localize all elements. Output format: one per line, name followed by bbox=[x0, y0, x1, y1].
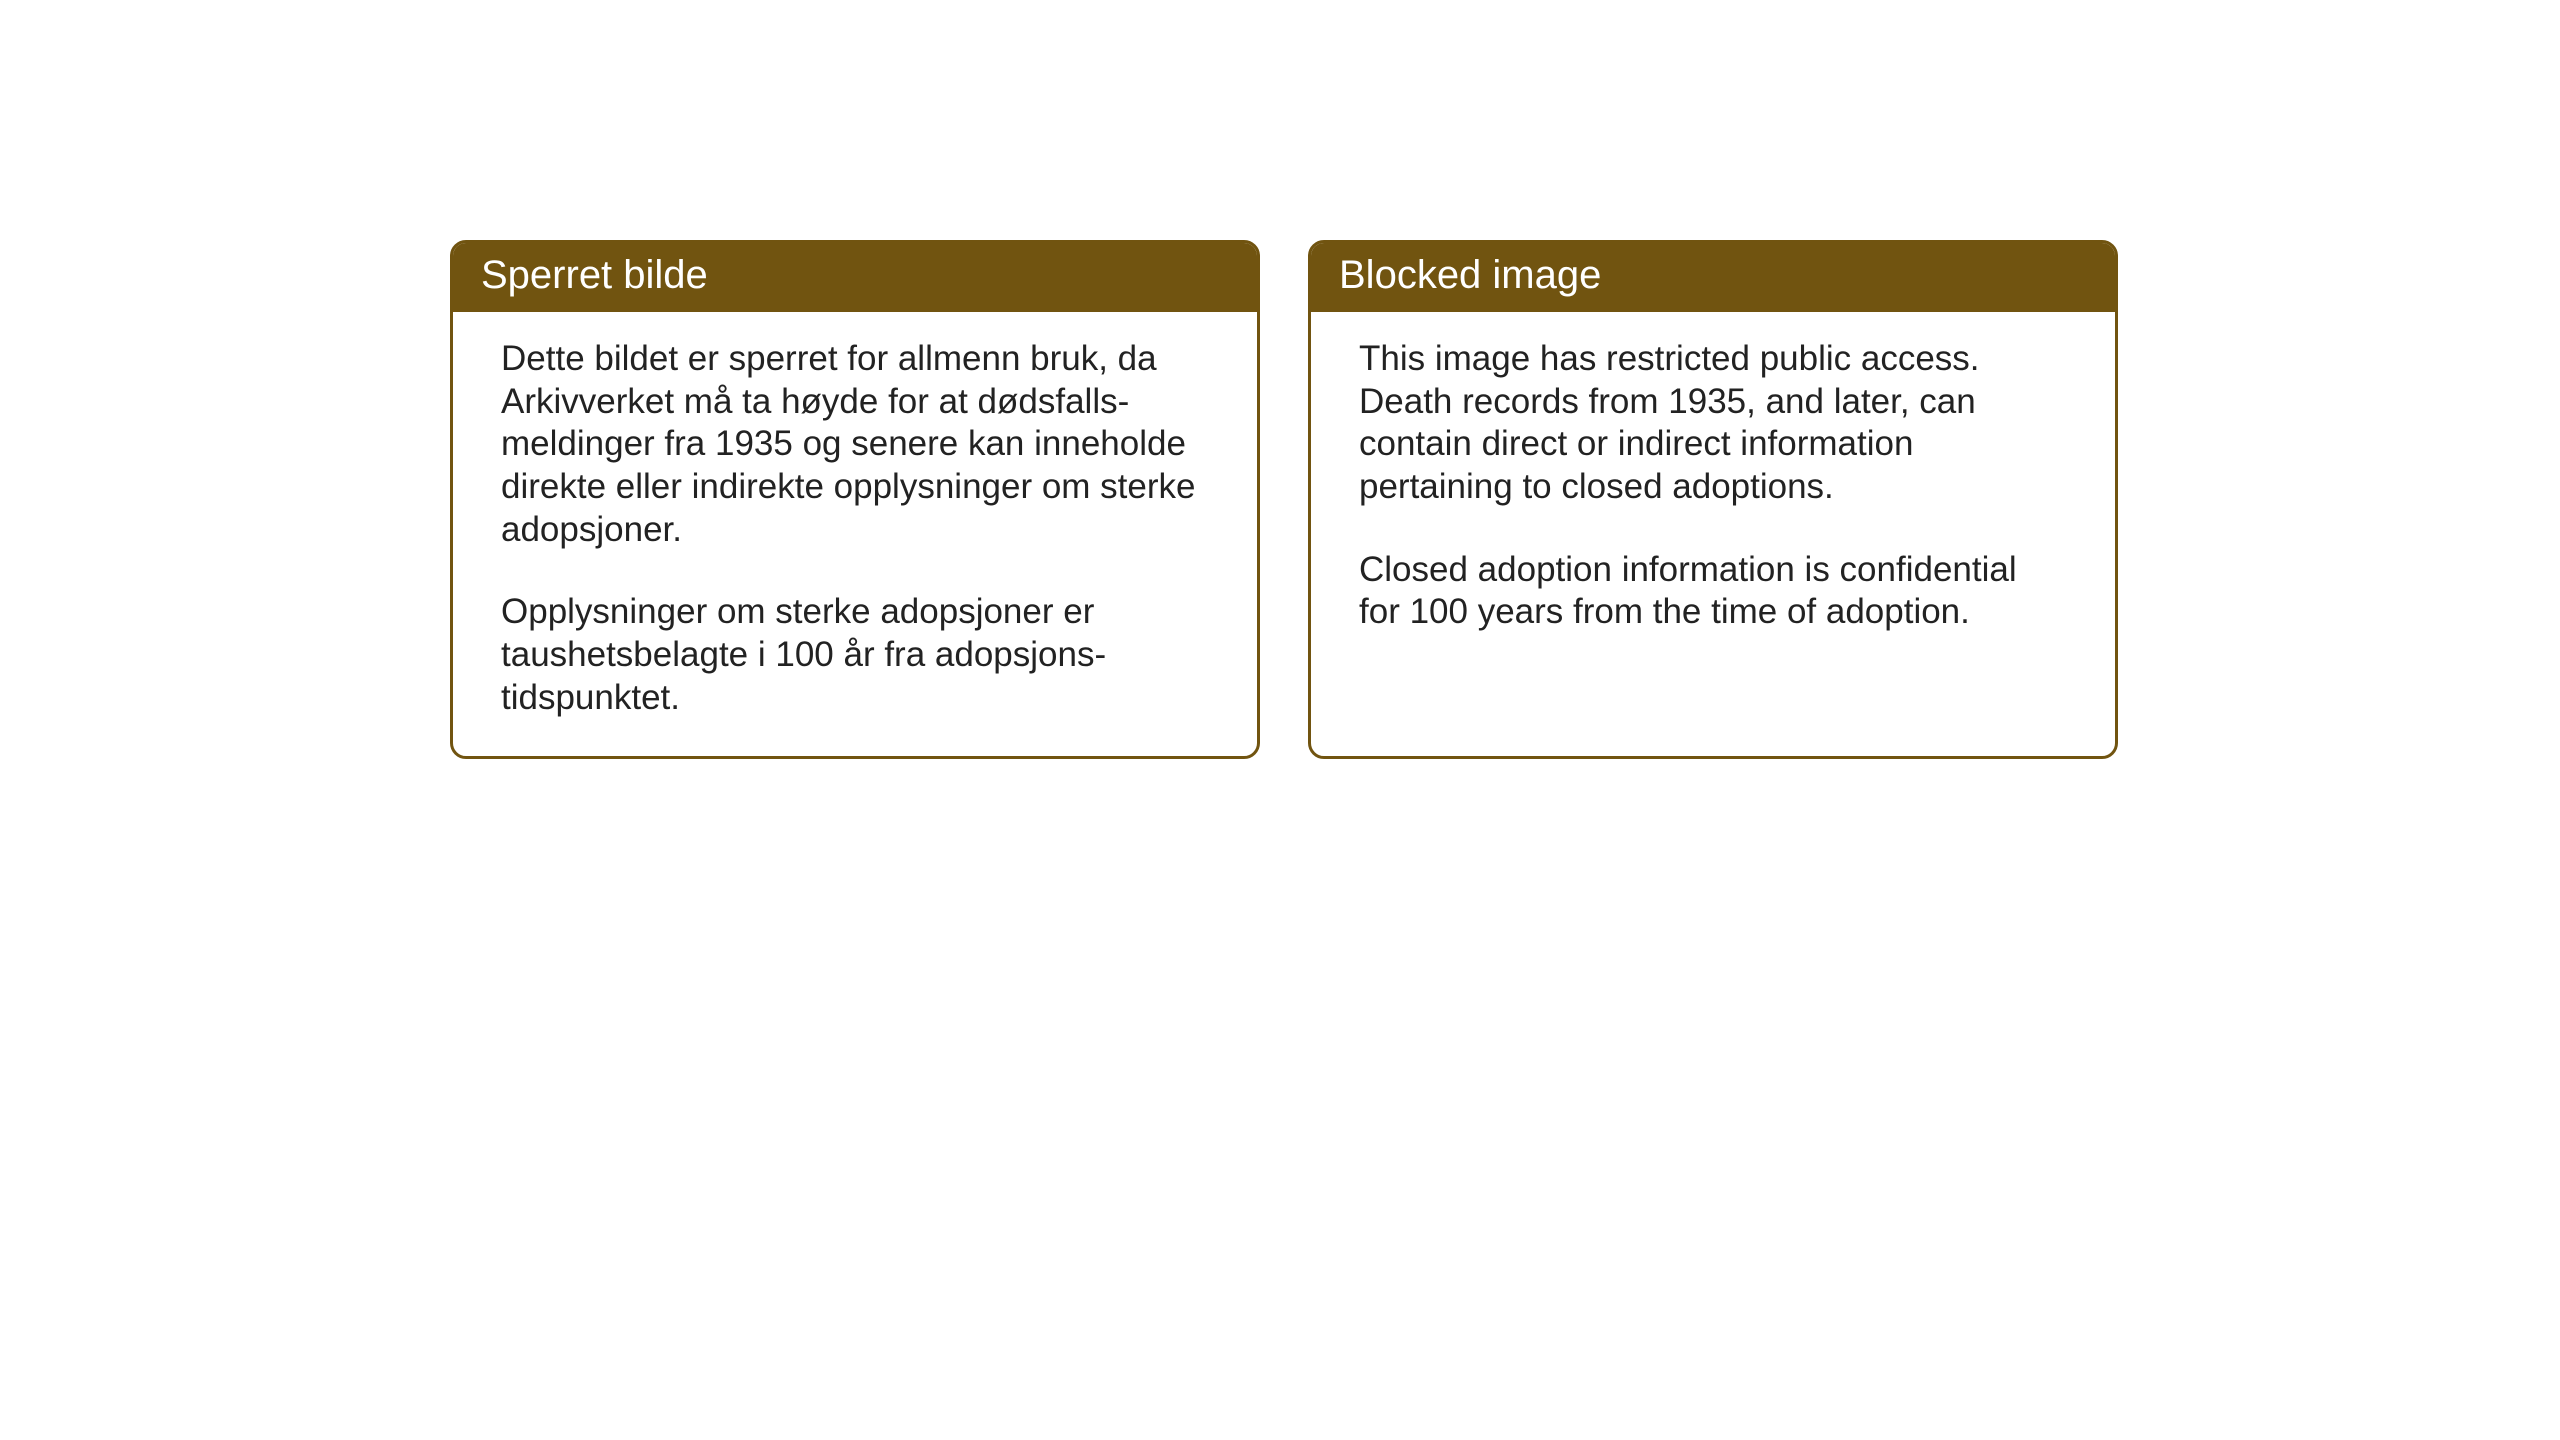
norwegian-paragraph-2: Opplysninger om sterke adopsjoner er tau… bbox=[501, 591, 1209, 719]
english-paragraph-2: Closed adoption information is confident… bbox=[1359, 549, 2067, 634]
english-paragraph-1: This image has restricted public access.… bbox=[1359, 338, 2067, 509]
norwegian-card-body: Dette bildet er sperret for allmenn bruk… bbox=[453, 312, 1257, 756]
norwegian-paragraph-1: Dette bildet er sperret for allmenn bruk… bbox=[501, 338, 1209, 551]
english-card: Blocked image This image has restricted … bbox=[1308, 240, 2118, 759]
norwegian-card-title: Sperret bilde bbox=[453, 243, 1257, 312]
english-card-body: This image has restricted public access.… bbox=[1311, 312, 2115, 752]
english-card-title: Blocked image bbox=[1311, 243, 2115, 312]
cards-container: Sperret bilde Dette bildet er sperret fo… bbox=[450, 240, 2118, 759]
norwegian-card: Sperret bilde Dette bildet er sperret fo… bbox=[450, 240, 1260, 759]
